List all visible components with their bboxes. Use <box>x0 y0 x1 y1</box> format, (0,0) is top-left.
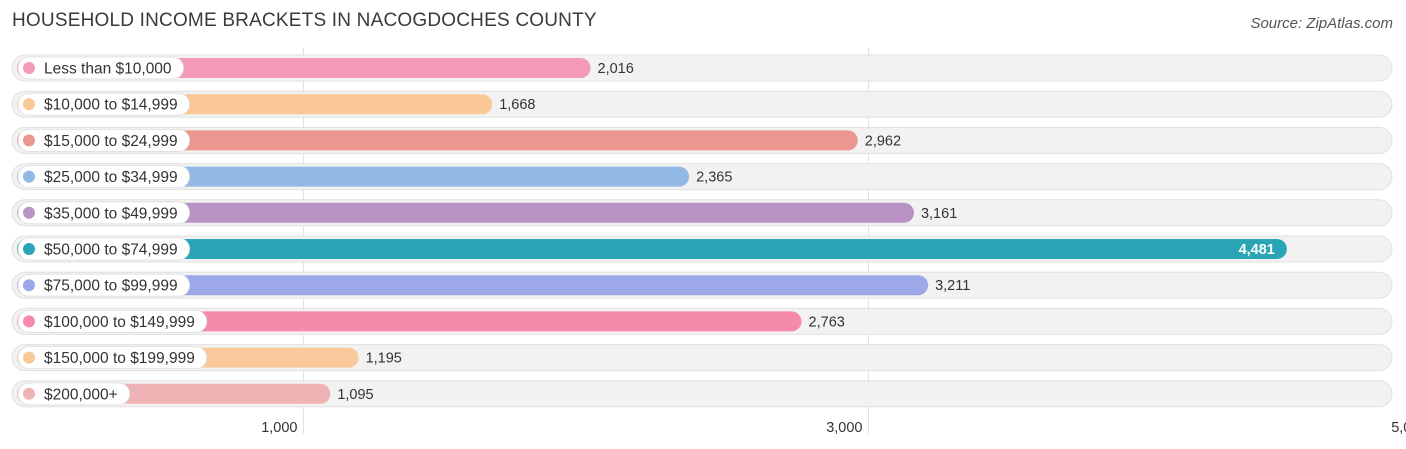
value-label: 2,365 <box>696 170 732 186</box>
row-track <box>11 344 1393 372</box>
bar-row: $15,000 to $24,999 2,962 <box>11 126 1393 154</box>
category-label: $15,000 to $24,999 <box>44 133 178 150</box>
category-label-pill <box>17 346 208 370</box>
category-color-dot <box>23 98 35 111</box>
x-tick-label: 1,000 <box>261 420 297 436</box>
bar[interactable] <box>17 239 1287 259</box>
category-color-dot <box>23 387 35 400</box>
bar-row: $100,000 to $149,999 2,763 <box>11 307 1393 335</box>
value-label: 1,095 <box>337 387 373 403</box>
category-label: $50,000 to $74,999 <box>44 242 178 259</box>
bar-row: $50,000 to $74,999 4,481 <box>11 235 1393 263</box>
bar-row: $150,000 to $199,999 1,195 <box>11 344 1393 372</box>
category-color-dot <box>23 206 35 219</box>
category-label: $75,000 to $99,999 <box>44 278 178 295</box>
category-label-pill <box>17 128 191 152</box>
row-track <box>11 380 1393 408</box>
category-label-pill <box>17 165 191 189</box>
x-tick-label: 3,000 <box>826 420 862 436</box>
category-color-dot <box>23 62 35 74</box>
category-label: $25,000 to $34,999 <box>44 169 178 186</box>
category-label: $200,000+ <box>44 386 118 403</box>
category-label-pill <box>17 201 191 225</box>
category-color-dot <box>23 279 35 292</box>
value-label: 1,668 <box>499 97 535 113</box>
value-label: 3,161 <box>921 206 957 222</box>
bar-row: $10,000 to $14,999 1,668 <box>11 90 1393 118</box>
bar[interactable] <box>17 130 858 151</box>
category-label-pill <box>17 309 208 333</box>
bar[interactable] <box>17 202 914 223</box>
value-label: 4,481 <box>1239 242 1275 258</box>
bar-row: $75,000 to $99,999 3,211 <box>11 271 1393 299</box>
category-label-pill <box>17 273 191 297</box>
category-color-dot <box>23 170 35 183</box>
category-label-pill <box>17 92 191 116</box>
bar-row: $35,000 to $49,999 3,161 <box>11 199 1393 227</box>
value-label: 3,211 <box>935 278 970 294</box>
value-label: 2,962 <box>865 133 901 149</box>
bar-row: $25,000 to $34,999 2,365 <box>11 163 1393 191</box>
category-label: $10,000 to $14,999 <box>44 97 178 114</box>
row-layer: Less than $10,000 2,016 $10,000 to $14,999… <box>11 54 1393 408</box>
source-label: Source: ZipAtlas.com <box>1250 15 1393 32</box>
category-label: $100,000 to $149,999 <box>44 314 195 331</box>
bar-row: $200,000+ 1,095 <box>11 380 1393 408</box>
category-color-dot <box>23 134 35 147</box>
x-tick-label: 5,000 <box>1391 420 1406 436</box>
category-label: Less than $10,000 <box>44 61 172 78</box>
category-label-pill <box>17 237 191 261</box>
category-color-dot <box>23 351 35 364</box>
chart-title: HOUSEHOLD INCOME BRACKETS IN NACOGDOCHES… <box>12 10 597 31</box>
bar-row: Less than $10,000 2,016 <box>11 54 1393 82</box>
category-label: $35,000 to $49,999 <box>44 205 178 222</box>
value-label: 2,016 <box>598 61 634 77</box>
bar[interactable] <box>17 311 802 332</box>
tick-layer: 1,000 3,000 5,000 <box>261 420 1406 436</box>
bar[interactable] <box>17 275 929 296</box>
category-color-dot <box>23 315 35 328</box>
category-label: $150,000 to $199,999 <box>44 350 195 367</box>
category-label-pill <box>17 382 131 406</box>
value-label: 1,195 <box>366 351 402 367</box>
category-label-pill <box>17 56 184 80</box>
category-color-dot <box>23 243 35 255</box>
value-label: 2,763 <box>809 314 845 330</box>
